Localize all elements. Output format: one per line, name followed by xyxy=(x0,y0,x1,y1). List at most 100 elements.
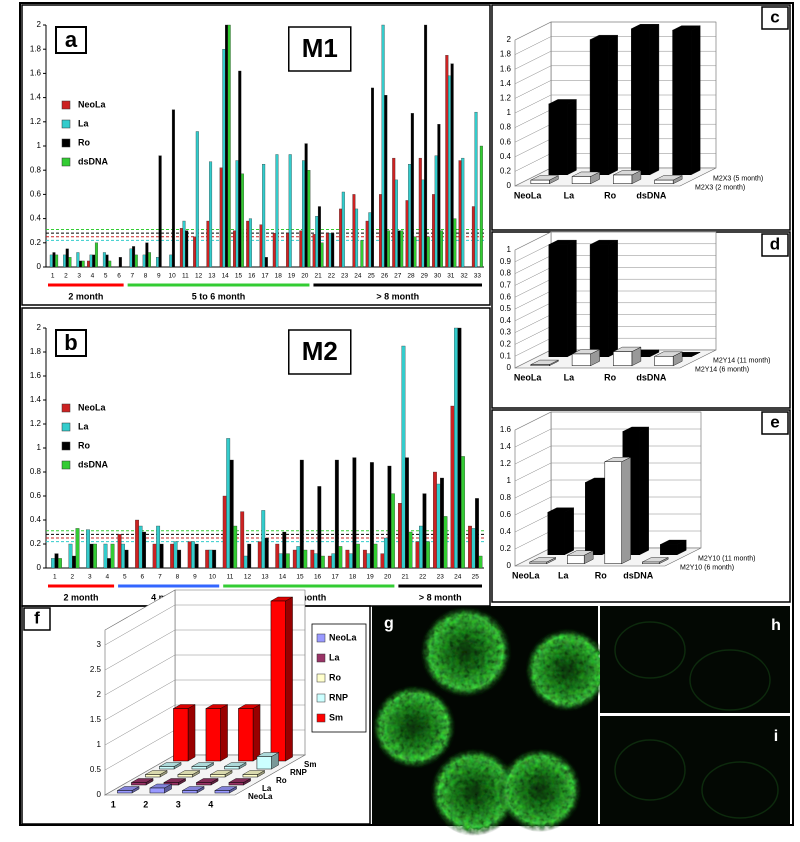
series-axis-label: RNP xyxy=(290,768,308,777)
series-axis-label: NeoLa xyxy=(248,792,273,801)
x-tick-label: 19 xyxy=(367,574,375,581)
bar xyxy=(547,512,565,555)
bar xyxy=(352,457,357,569)
bar xyxy=(89,543,94,569)
image-label: i xyxy=(774,728,778,745)
panel-letter: f xyxy=(34,608,40,627)
bar xyxy=(672,29,692,175)
bar-side xyxy=(220,704,228,762)
bar xyxy=(397,230,401,268)
legend-label: RNP xyxy=(329,692,348,702)
bar xyxy=(275,154,279,268)
bar xyxy=(299,459,304,569)
bar xyxy=(362,549,367,569)
bar xyxy=(475,498,479,569)
x-tick-label: 18 xyxy=(349,574,357,581)
bar xyxy=(378,194,382,268)
bar xyxy=(384,95,388,268)
bar xyxy=(478,555,483,569)
bar xyxy=(225,24,228,268)
bar xyxy=(654,356,674,366)
bar xyxy=(398,503,402,569)
y-tick-label: 0.2 xyxy=(500,340,512,349)
bar xyxy=(227,24,231,268)
x-tick-label: 23 xyxy=(437,574,445,581)
bar xyxy=(156,525,161,569)
y-tick-label: 0.5 xyxy=(90,765,102,774)
bar xyxy=(285,553,290,569)
image-label: h xyxy=(771,617,781,634)
bar xyxy=(173,541,178,569)
bar xyxy=(55,254,59,268)
x-tick-label: 24 xyxy=(454,574,462,581)
bar xyxy=(548,103,568,175)
y-tick-label: 0.6 xyxy=(500,137,512,146)
bar xyxy=(275,543,280,569)
legend-label: dsDNA xyxy=(78,459,109,469)
x-tick-label: 2 xyxy=(143,799,148,809)
bar xyxy=(205,549,210,569)
bar xyxy=(177,774,193,778)
y-tick-label: 0.3 xyxy=(500,328,512,337)
bar xyxy=(440,230,444,268)
micrograph-h xyxy=(600,606,790,713)
legend-swatch xyxy=(61,100,71,110)
bar xyxy=(317,206,321,268)
bar xyxy=(54,553,59,569)
bar xyxy=(450,63,454,268)
bar xyxy=(196,782,212,786)
bar xyxy=(232,230,236,268)
bar xyxy=(292,549,297,569)
y-tick-label: 2 xyxy=(37,20,42,29)
bar xyxy=(142,254,146,268)
bar xyxy=(454,327,458,569)
bar xyxy=(240,173,244,268)
x-tick-label: Ro xyxy=(604,372,616,382)
bar xyxy=(471,528,476,569)
x-tick-label: 15 xyxy=(235,273,243,280)
bar xyxy=(366,553,371,569)
bar xyxy=(386,230,390,268)
y-tick-label: 3 xyxy=(97,640,102,649)
bar xyxy=(117,534,122,569)
bar xyxy=(76,252,80,268)
bar xyxy=(369,462,374,569)
bar xyxy=(86,529,90,569)
y-tick-label: 2 xyxy=(507,35,512,44)
y-tick-label: 1.6 xyxy=(500,425,512,434)
title-box xyxy=(288,26,352,72)
x-tick-label: 25 xyxy=(368,273,376,280)
bar xyxy=(571,353,591,367)
bar-side xyxy=(608,34,618,176)
x-tick-label: 30 xyxy=(434,273,442,280)
x-tick-label: 25 xyxy=(472,574,480,581)
x-tick-label: NeoLa xyxy=(512,570,541,580)
bar xyxy=(405,457,409,569)
bar xyxy=(79,260,82,268)
x-tick-label: 28 xyxy=(407,273,415,280)
x-tick-label: 21 xyxy=(402,574,410,581)
x-tick-label: 16 xyxy=(248,273,256,280)
y-tick-label: 0.8 xyxy=(30,165,42,174)
y-tick-label: 1.6 xyxy=(500,64,512,73)
bar xyxy=(214,790,230,794)
bar xyxy=(424,24,428,268)
bar xyxy=(105,254,109,268)
bar xyxy=(394,179,398,268)
grid-line xyxy=(104,679,305,721)
bar xyxy=(159,543,164,569)
bar-side xyxy=(252,704,261,762)
y-tick-label: 1.8 xyxy=(30,347,42,356)
legend-swatch xyxy=(61,119,71,129)
bar xyxy=(81,260,85,268)
legend-swatch xyxy=(316,653,326,663)
bar xyxy=(654,179,674,185)
bar xyxy=(75,528,80,569)
bar xyxy=(222,49,226,268)
bar xyxy=(182,220,186,268)
x-tick-label: dsDNA xyxy=(636,372,667,382)
y-tick-label: 0 xyxy=(37,563,42,572)
y-tick-label: 1 xyxy=(97,740,102,749)
series-axis-label: Ro xyxy=(276,776,287,785)
bar xyxy=(156,257,159,268)
